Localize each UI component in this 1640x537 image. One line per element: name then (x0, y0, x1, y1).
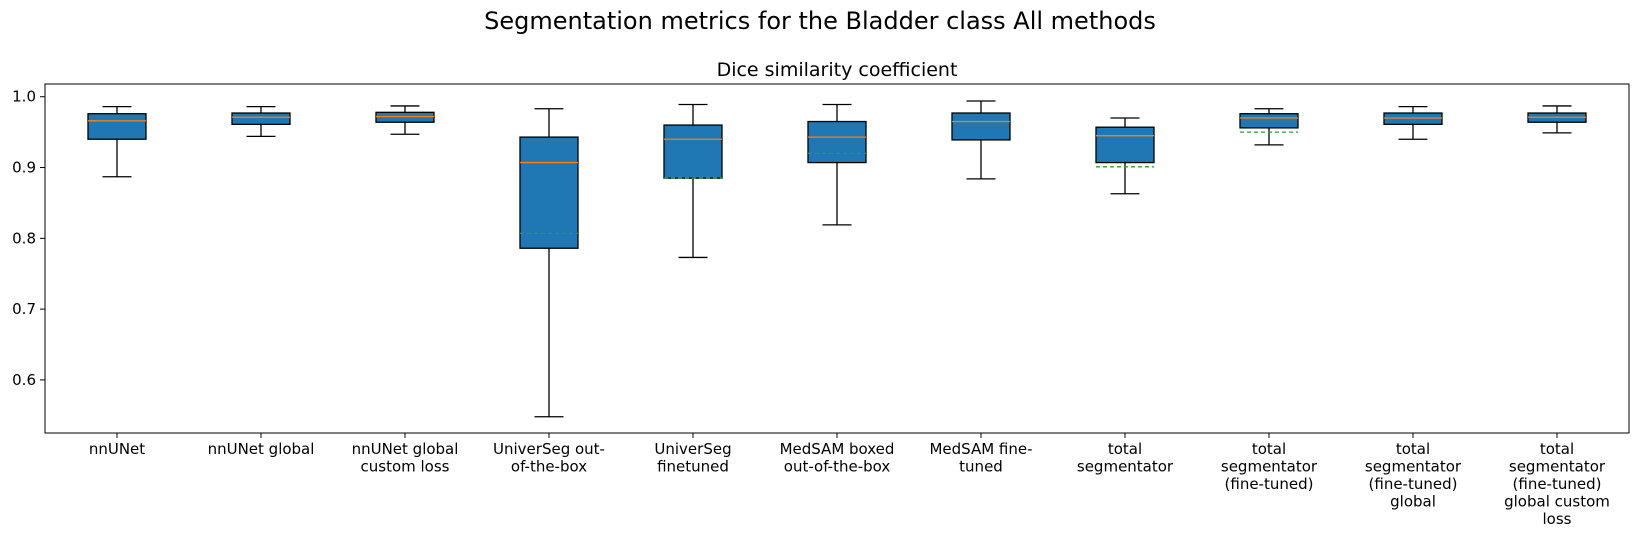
x-tick-label: MedSAM fine-tuned (929, 440, 1032, 476)
x-tick-label: UniverSeg finetuned (654, 440, 731, 476)
x-tick-label: nnUNet global (208, 440, 315, 458)
box-group (519, 108, 579, 418)
x-tick-label: nnUNet global custom loss (352, 440, 459, 476)
box-group (231, 106, 291, 138)
x-tick-label: UniverSeg out-of-the-box (493, 440, 605, 476)
iqr-box (1239, 113, 1299, 129)
x-tick-label: total segmentator (fine-tuned) global (1365, 440, 1462, 511)
box-group (1095, 117, 1155, 195)
box-group (951, 100, 1011, 180)
iqr-box (951, 112, 1011, 141)
x-tick-label: total segmentator (fine-tuned) (1221, 440, 1318, 493)
x-tick-label: nnUNet (89, 440, 145, 458)
iqr-box (807, 120, 867, 164)
x-tick-label: total segmentator (fine-tuned) global custo… (1504, 440, 1610, 528)
box-group (1239, 108, 1299, 146)
iqr-box (1383, 112, 1443, 126)
iqr-box (663, 124, 723, 179)
iqr-box (1095, 126, 1155, 164)
box-group (1527, 105, 1587, 134)
x-tick-label: total segmentator (1077, 440, 1174, 476)
box-group (663, 103, 723, 259)
y-axis: 0.6 0.7 0.8 0.9 1.0 (12, 88, 45, 389)
x-axis: nnUNet nnUNet global nnUNet global custom l… (89, 433, 1610, 528)
box-group (807, 103, 867, 226)
box-group (87, 106, 147, 178)
axes-title: Dice similarity coefficient (717, 59, 958, 81)
plot-area (87, 100, 1587, 418)
y-tick-label: 1.0 (12, 88, 36, 106)
iqr-box (375, 111, 435, 123)
box-group (375, 105, 435, 135)
figure-title: Segmentation metrics for the Bladder cla… (484, 7, 1156, 35)
box-group (1383, 106, 1443, 140)
iqr-box (231, 112, 291, 126)
y-tick-label: 0.6 (12, 371, 36, 389)
iqr-box (87, 113, 147, 140)
y-tick-label: 0.7 (12, 300, 36, 318)
y-tick-label: 0.8 (12, 229, 36, 247)
iqr-box (519, 136, 579, 249)
x-tick-label: MedSAM boxed out-of-the-box (780, 440, 895, 476)
y-tick-label: 0.9 (12, 159, 36, 177)
